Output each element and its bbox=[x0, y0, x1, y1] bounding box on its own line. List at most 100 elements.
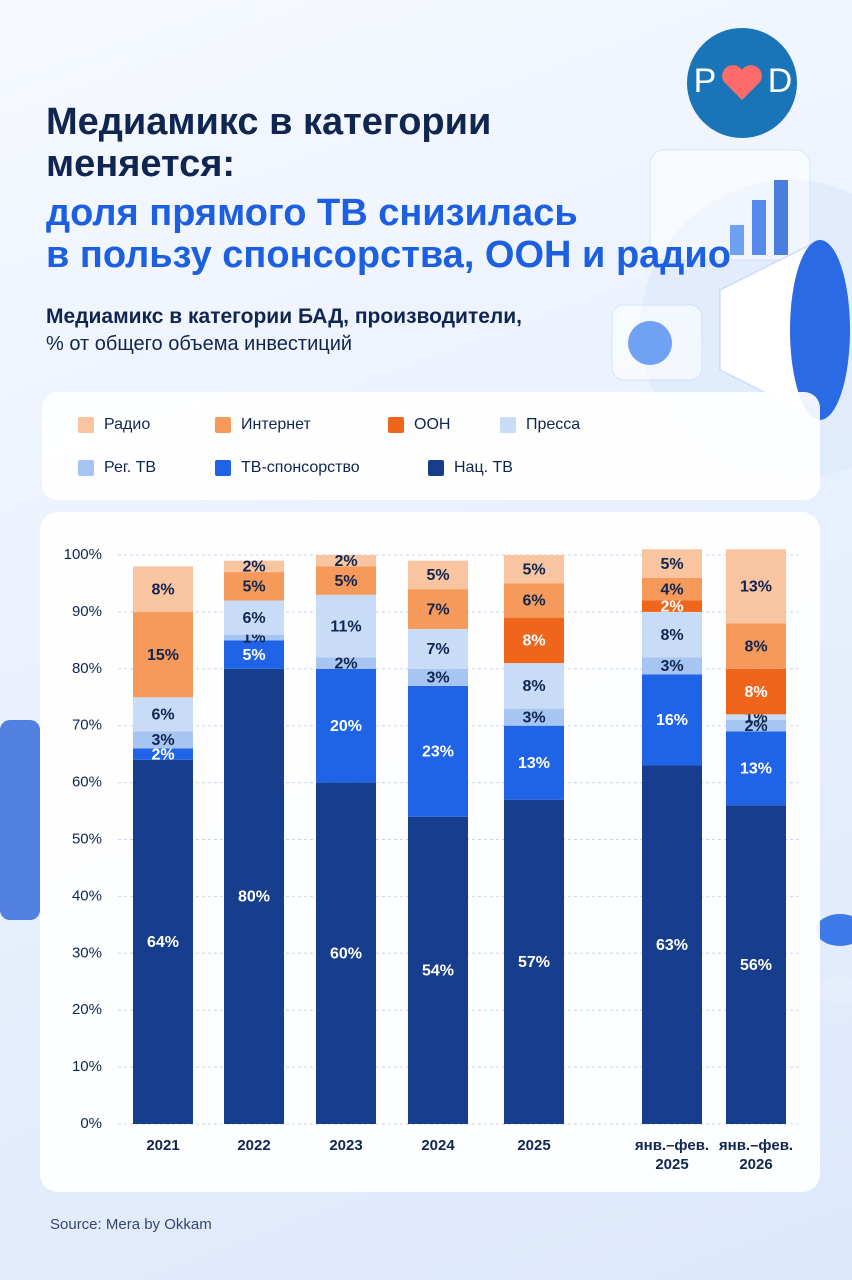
x-tick-label: 2022 bbox=[237, 1137, 271, 1154]
bar-segment bbox=[224, 634, 284, 641]
bar-segment bbox=[224, 572, 284, 601]
bar-segment bbox=[316, 782, 376, 1124]
data-label: 54% bbox=[422, 963, 454, 980]
data-label: 8% bbox=[522, 678, 545, 695]
data-label: 3% bbox=[151, 732, 174, 749]
bar-segment bbox=[316, 594, 376, 658]
data-label: 60% bbox=[330, 946, 362, 963]
decor bbox=[628, 321, 672, 365]
bar-segment bbox=[504, 617, 564, 664]
decor-pill bbox=[820, 976, 852, 1004]
decor bbox=[752, 200, 766, 255]
title-highlight: доля прямого ТВ снизилась bbox=[46, 192, 578, 234]
data-label: 15% bbox=[147, 647, 179, 664]
x-tick-label: янв.–фев. 2026 bbox=[718, 1137, 794, 1173]
bar-segment bbox=[408, 628, 468, 669]
bar-segment bbox=[316, 555, 376, 567]
bar-segment bbox=[504, 708, 564, 726]
data-label: 16% bbox=[656, 712, 688, 729]
bar-segment bbox=[726, 714, 786, 721]
bar-segment bbox=[504, 583, 564, 618]
legend-swatch bbox=[78, 460, 94, 476]
megaphone bbox=[790, 240, 850, 420]
bar-segment bbox=[504, 799, 564, 1124]
bar-segment bbox=[133, 611, 193, 698]
decor-bottle bbox=[0, 720, 40, 920]
legend-label: ООН bbox=[414, 416, 450, 433]
bar-segment bbox=[726, 623, 786, 669]
data-label: 64% bbox=[147, 934, 179, 951]
decor bbox=[774, 180, 788, 255]
bar-segment bbox=[726, 720, 786, 732]
source: Source: Mera by Okkam bbox=[50, 1216, 212, 1233]
data-label: 13% bbox=[740, 579, 772, 596]
legend-label: Рег. ТВ bbox=[104, 459, 156, 476]
data-label: 5% bbox=[334, 573, 357, 590]
data-label: 2% bbox=[660, 598, 683, 615]
data-label: 63% bbox=[656, 937, 688, 954]
legend-label: ТВ-спонсорство bbox=[241, 459, 360, 476]
x-tick-label: 2023 bbox=[329, 1137, 363, 1154]
y-tick-label: 80% bbox=[72, 660, 102, 677]
bar-segment bbox=[133, 748, 193, 760]
bar-segment bbox=[133, 566, 193, 612]
title-highlight: в пользу спонсорства, ООН и радио bbox=[46, 234, 732, 276]
subtitle: Медиамикс в категории БАД, производители… bbox=[46, 305, 522, 328]
plot: Радио Интернет ООН Пресса Рег. ТВ ТВ-спонсорс… bbox=[64, 416, 800, 1132]
bar-segment bbox=[642, 674, 702, 766]
bar-segment bbox=[224, 668, 284, 1124]
data-label: 23% bbox=[422, 744, 454, 761]
data-label: 2% bbox=[242, 559, 265, 576]
data-label: 6% bbox=[522, 593, 545, 610]
x-tick-label: 2024 bbox=[421, 1137, 455, 1154]
bar-segment bbox=[726, 731, 786, 806]
legend-swatch bbox=[78, 417, 94, 433]
bar-segment bbox=[642, 577, 702, 601]
legend-swatch bbox=[215, 460, 231, 476]
bar-segment bbox=[224, 600, 284, 635]
data-label: 8% bbox=[744, 684, 767, 701]
legend-swatch bbox=[500, 417, 516, 433]
data-label: 11% bbox=[330, 618, 361, 635]
legend-label: Радио bbox=[104, 416, 150, 433]
data-label: 20% bbox=[330, 718, 362, 735]
y-tick-label: 30% bbox=[72, 944, 102, 961]
data-label: 6% bbox=[151, 707, 174, 724]
x-tick-label: янв.–фев. 2025 bbox=[634, 1137, 710, 1173]
data-label: 2% bbox=[334, 553, 357, 570]
data-label: 3% bbox=[426, 670, 449, 687]
bar-segment bbox=[316, 566, 376, 595]
bar-segment bbox=[408, 589, 468, 629]
data-label: 7% bbox=[426, 601, 449, 618]
data-label: 5% bbox=[660, 556, 683, 573]
y-tick-label: 60% bbox=[72, 774, 102, 791]
bar-segment bbox=[642, 549, 702, 578]
decor-panel bbox=[649, 149, 811, 261]
data-label: 13% bbox=[518, 755, 550, 772]
data-label: 7% bbox=[426, 641, 449, 658]
legend-label: Нац. ТВ bbox=[454, 459, 513, 476]
bar-segment bbox=[316, 668, 376, 783]
bar-segment bbox=[133, 731, 193, 749]
legend-panel bbox=[42, 392, 820, 500]
bar-segment bbox=[504, 663, 564, 709]
bar-segment bbox=[408, 560, 468, 590]
bar-segment bbox=[642, 657, 702, 675]
decor bbox=[730, 225, 744, 255]
legend-label: Интернет bbox=[241, 416, 311, 433]
bar-segment bbox=[224, 560, 284, 573]
bar-segment bbox=[726, 668, 786, 715]
data-label: 13% bbox=[740, 761, 772, 778]
y-tick-label: 70% bbox=[72, 717, 102, 734]
bar-segment bbox=[408, 668, 468, 686]
data-label: 5% bbox=[242, 647, 265, 664]
data-label: 3% bbox=[522, 709, 545, 726]
data-label: 5% bbox=[426, 567, 449, 584]
y-tick-label: 40% bbox=[72, 887, 102, 904]
decor-pill bbox=[816, 914, 852, 946]
data-label: 4% bbox=[660, 581, 683, 598]
bar-segment bbox=[408, 685, 468, 817]
bar-segment bbox=[133, 697, 193, 732]
